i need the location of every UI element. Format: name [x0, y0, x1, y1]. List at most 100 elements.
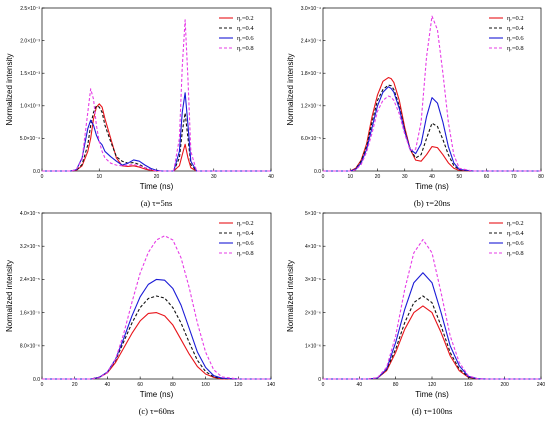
x-tick-label: 0 [41, 382, 44, 388]
x-tick-label: 80 [393, 382, 399, 388]
x-tick-label: 20 [375, 174, 381, 180]
panel-caption: (c) τ=60ns [139, 406, 175, 416]
series-line-1 [323, 77, 541, 172]
series-line-4 [42, 19, 271, 172]
y-tick-label: 0.0 [314, 169, 321, 175]
x-axis-label: Time (ns) [140, 390, 174, 399]
x-tick-label: 60 [137, 382, 143, 388]
legend-entry: ηᵣ=0.8 [237, 45, 254, 52]
x-tick-label: 0 [322, 382, 325, 388]
series-line-3 [323, 272, 541, 380]
x-tick-label: 30 [211, 174, 217, 180]
plot-frame [41, 7, 272, 172]
legend-entry: ηᵣ=0.6 [237, 35, 254, 42]
y-tick-label: 1×10⁻⁶ [305, 344, 321, 350]
legend-entry: ηᵣ=0.2 [237, 15, 254, 22]
y-tick-label: 2.4×10⁻⁴ [301, 38, 321, 44]
legend-entry: ηᵣ=0.4 [237, 230, 254, 237]
x-tick-label: 200 [500, 382, 509, 388]
x-tick-label: 160 [464, 382, 473, 388]
legend-entry: ηᵣ=0.4 [507, 230, 524, 237]
y-tick-label: 1.5×10⁻³ [20, 71, 40, 77]
legend-entry: ηᵣ=0.8 [507, 250, 524, 257]
y-tick-label: 3×10⁻⁶ [305, 277, 321, 283]
x-tick-label: 60 [484, 174, 490, 180]
plot-frame [322, 212, 542, 380]
legend-entry: ηᵣ=0.6 [507, 240, 524, 247]
x-tick-label: 240 [537, 382, 546, 388]
y-tick-label: 3.2×10⁻⁵ [20, 244, 40, 250]
panel-caption: (b) τ=20ns [414, 198, 450, 208]
y-tick-label: 1.6×10⁻⁵ [20, 310, 40, 316]
series-line-2 [42, 295, 271, 380]
legend-entry: ηᵣ=0.6 [237, 240, 254, 247]
x-tick-label: 10 [347, 174, 353, 180]
x-tick-label: 0 [41, 174, 44, 180]
x-tick-label: 120 [234, 382, 243, 388]
series-line-1 [323, 305, 541, 380]
y-tick-label: 2.5×10⁻³ [20, 6, 40, 12]
x-axis-label: Time (ns) [415, 182, 449, 191]
series-line-3 [323, 86, 541, 172]
x-tick-label: 50 [456, 174, 462, 180]
chart-panel-1: 0 10 20 30 40 0.0 5.0×10⁻⁴ 1.0×10⁻³ 1.5×10⁻³ 2.0×… [5, 6, 274, 208]
series-line-4 [323, 15, 541, 172]
x-tick-label: 40 [429, 174, 435, 180]
x-tick-label: 80 [538, 174, 544, 180]
y-tick-label: 5×10⁻⁶ [305, 211, 321, 217]
legend-entry: ηᵣ=0.2 [507, 220, 524, 227]
x-tick-label: 70 [511, 174, 517, 180]
series-line-3 [42, 92, 271, 172]
legend-entry: ηᵣ=0.2 [507, 15, 524, 22]
y-axis-label: Normalized intensity [286, 53, 295, 125]
x-tick-label: 80 [170, 382, 176, 388]
y-tick-label: 2.4×10⁻⁵ [20, 277, 40, 283]
y-tick-label: 0.0 [33, 377, 40, 383]
y-tick-label: 3.0×10⁻⁴ [301, 6, 321, 12]
x-axis-label: Time (ns) [140, 182, 174, 191]
panel-caption: (a) τ=5ns [141, 198, 173, 208]
chart-panel-3: 0 20 40 60 80 100 120 140 0.0 8.0×10⁻⁶ 1.6×10⁻⁵ 2.4… [5, 211, 275, 416]
y-tick-label: 1.8×10⁻⁴ [301, 71, 321, 77]
legend-entry: ηᵣ=0.4 [507, 25, 524, 32]
series-line-2 [42, 105, 271, 172]
series-line-1 [42, 312, 271, 380]
x-tick-label: 100 [201, 382, 210, 388]
y-tick-label: 2×10⁻⁶ [305, 310, 321, 316]
legend-entry: ηᵣ=0.4 [237, 25, 254, 32]
x-tick-label: 40 [268, 174, 274, 180]
x-tick-label: 120 [428, 382, 437, 388]
series-line-4 [42, 235, 271, 380]
y-tick-label: 2.0×10⁻³ [20, 38, 40, 44]
x-tick-label: 20 [154, 174, 160, 180]
y-tick-label: 8.0×10⁻⁶ [20, 344, 40, 350]
y-tick-label: 0 [318, 377, 321, 383]
plot-frame [41, 212, 272, 380]
panel-caption: (d) τ=100ns [412, 406, 453, 416]
series-line-2 [323, 84, 541, 172]
legend-entry: ηᵣ=0.6 [507, 35, 524, 42]
y-tick-label: 4×10⁻⁶ [305, 244, 321, 250]
x-tick-label: 40 [357, 382, 363, 388]
legend-entry: ηᵣ=0.2 [237, 220, 254, 227]
x-tick-label: 0 [322, 174, 325, 180]
x-tick-label: 140 [267, 382, 276, 388]
x-axis-label: Time (ns) [415, 390, 449, 399]
chart-panel-2: 0 10 20 30 40 50 60 70 80 0.0 6.0×10⁻⁵ 1.2×10⁻⁴ 1.8×… [286, 6, 544, 208]
x-tick-label: 40 [105, 382, 111, 388]
y-axis-label: Normalized intensity [286, 260, 295, 332]
x-tick-label: 10 [96, 174, 102, 180]
series-line-4 [323, 239, 541, 380]
y-tick-label: 6.0×10⁻⁵ [301, 136, 321, 142]
chart-panel-4: 0 40 80 120 160 200 240 0 1×10⁻⁶ 2×10⁻⁶ 3×10⁻⁶ 4×10… [286, 211, 545, 416]
y-axis-label: Normalized intensity [5, 260, 14, 332]
y-tick-label: 1.0×10⁻³ [20, 104, 40, 110]
y-tick-label: 0.0 [33, 169, 40, 175]
legend-entry: ηᵣ=0.8 [237, 250, 254, 257]
legend-entry: ηᵣ=0.8 [507, 45, 524, 52]
series-line-3 [42, 278, 271, 380]
x-tick-label: 20 [72, 382, 78, 388]
y-tick-label: 5.0×10⁻⁴ [20, 136, 40, 142]
series-line-1 [42, 103, 271, 172]
